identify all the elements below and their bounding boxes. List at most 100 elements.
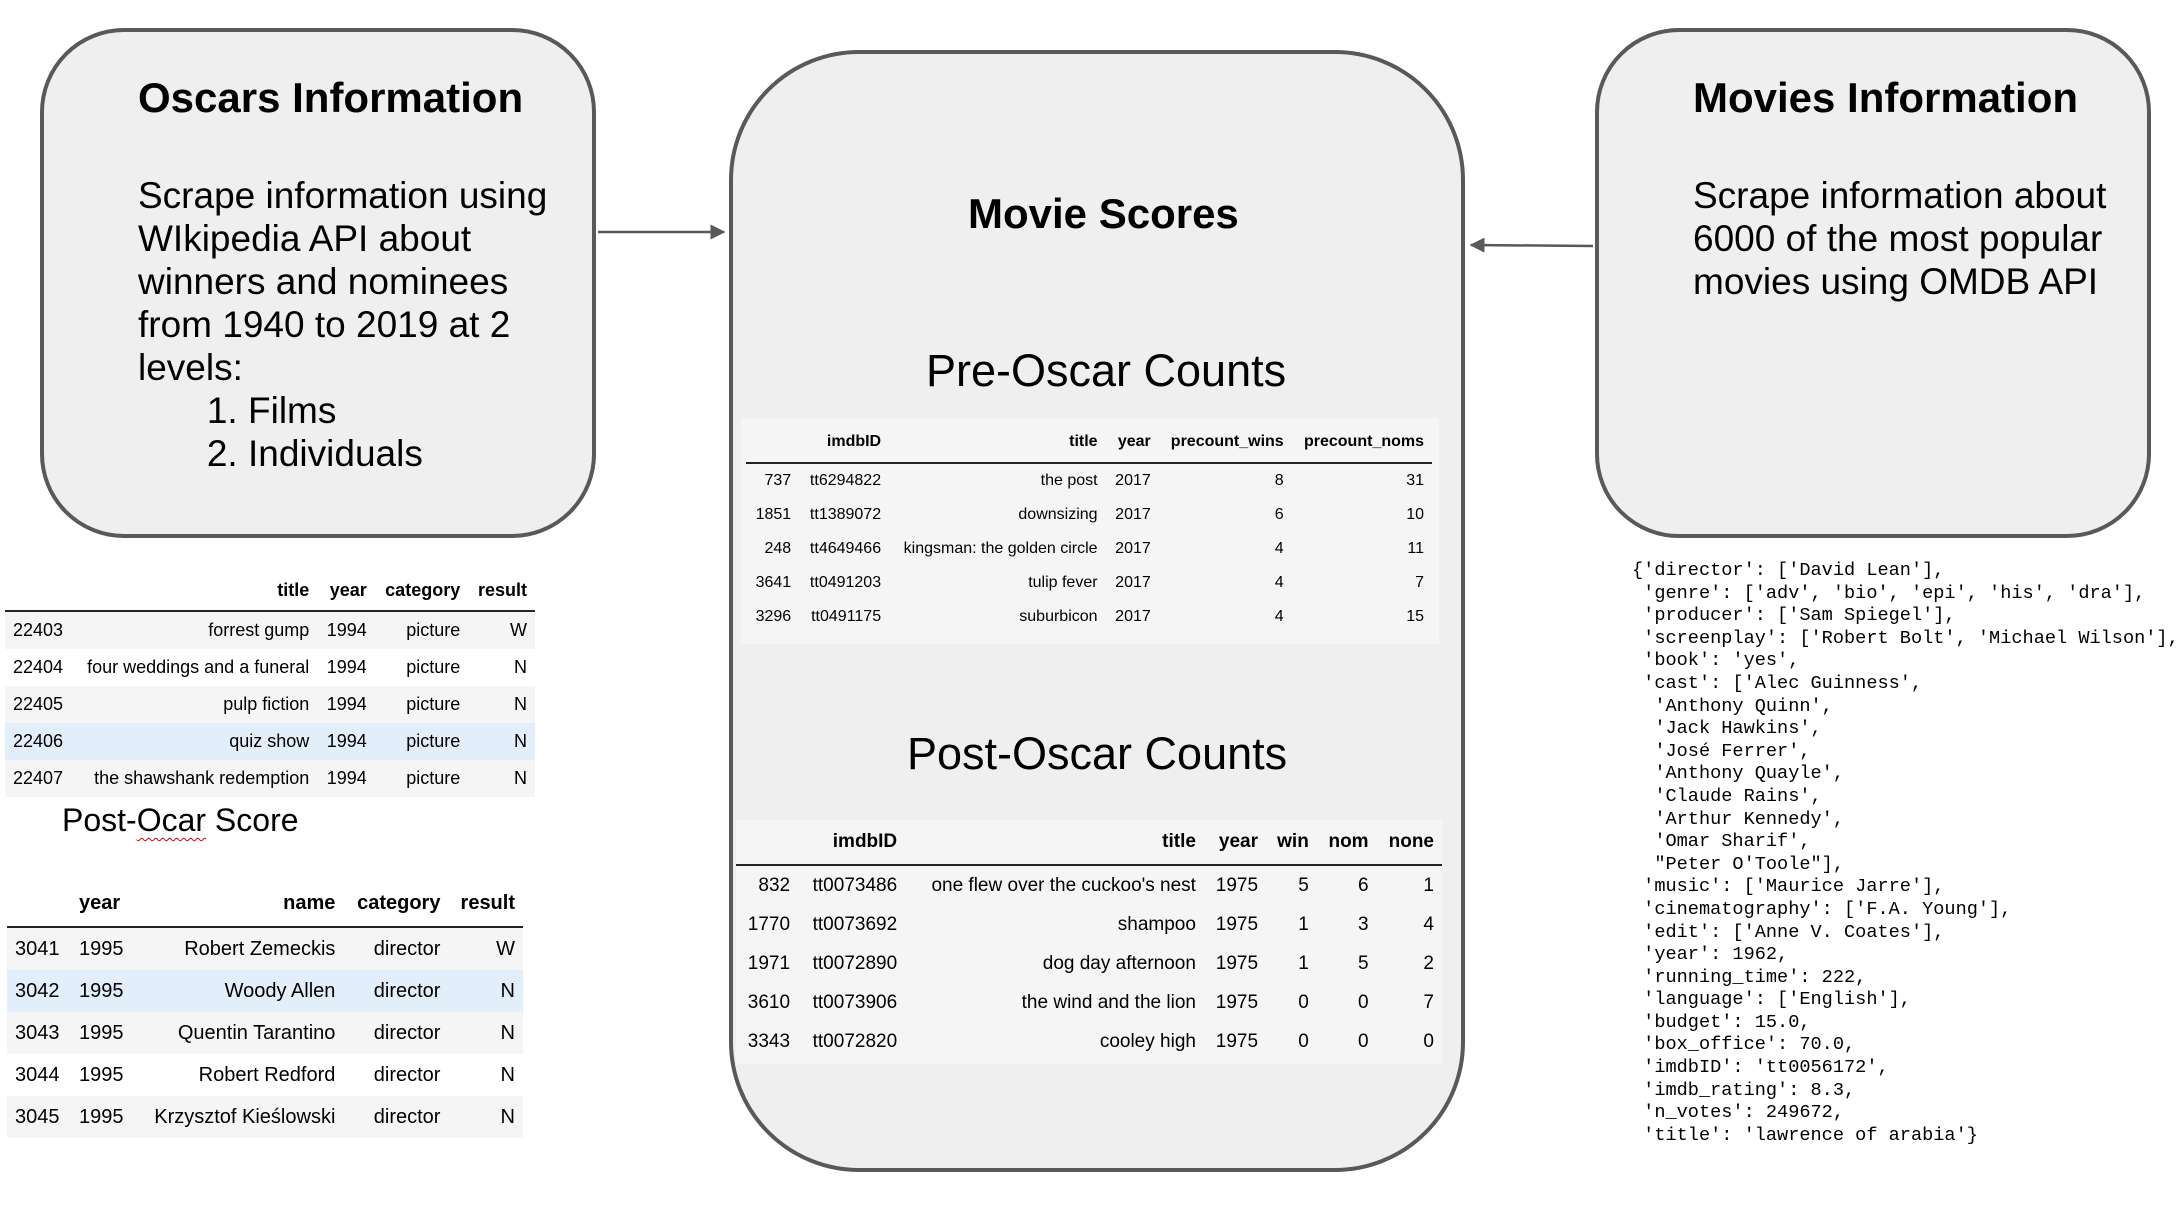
table-cell: 0	[1266, 1022, 1317, 1061]
table-cell: N	[468, 723, 535, 760]
table-cell: 248	[746, 532, 800, 566]
table-cell: picture	[406, 657, 461, 677]
table-cell: one flew over the cuckoo's nest	[905, 865, 1204, 905]
table-row: 3641 tt0491203 tulip fever 2017 4 7	[746, 566, 1432, 600]
table-row: 3045 1995 Krzysztof Kieślowski director N	[7, 1096, 523, 1138]
table-cell: 3042	[7, 970, 71, 1012]
movies-information-box: Movies Information Scrape information ab…	[1595, 28, 2151, 538]
table-cell: 1770	[747, 913, 791, 935]
column-header: none	[1376, 820, 1442, 866]
label-part: Score	[206, 802, 299, 838]
column-header: title	[72, 570, 318, 612]
table-cell: 22406	[5, 723, 73, 760]
table-cell: 0	[1316, 1022, 1377, 1061]
column-header: category	[343, 880, 449, 928]
oscars-box-title: Oscars Information	[138, 74, 524, 121]
oscar-individuals-table: year name category result 3041 1995 Robert…	[7, 880, 523, 1138]
table-cell: Quentin Tarantino	[134, 1012, 344, 1054]
table-cell: forrest gump	[72, 611, 318, 649]
table-row: 248 tt4649466 kingsman: the golden circle 2…	[746, 532, 1432, 566]
table-row: 737 tt6294822 the post 2017 8 31	[746, 463, 1432, 498]
table-cell: N	[448, 970, 523, 1012]
table-cell: director	[343, 970, 449, 1012]
table-cell: the shawshank redemption	[72, 760, 318, 797]
post-ocar-score-label: Post-Ocar Score	[62, 802, 299, 839]
table-row: 1770 tt0073692 shampoo 1975 1 3 4	[736, 905, 1442, 944]
list-item: Individuals	[248, 432, 558, 475]
table-cell: 2	[1376, 944, 1442, 983]
table-cell: 5	[1316, 944, 1377, 983]
table-cell: 1995	[70, 970, 135, 1012]
table-cell: 2017	[1115, 574, 1151, 591]
table-cell: tt0073906	[812, 991, 898, 1013]
table-cell: 7	[1423, 991, 1434, 1013]
column-header: precount_wins	[1158, 422, 1292, 464]
table-row: 22406 quiz show 1994 picture N	[5, 723, 535, 760]
table-cell: 22404	[13, 657, 64, 677]
column-header	[736, 820, 799, 866]
column-header: win	[1266, 820, 1317, 866]
table-cell: downsizing	[1018, 506, 1098, 523]
column-header: category	[374, 570, 469, 612]
table-cell: tt0072820	[798, 1022, 906, 1061]
table-cell: 22407	[5, 760, 73, 797]
table-cell: W	[468, 611, 535, 649]
table-cell: 6	[1274, 506, 1284, 523]
table-row: 3610 tt0073906 the wind and the lion 1975 0 0…	[736, 983, 1442, 1022]
table-cell: Woody Allen	[134, 970, 344, 1012]
table-cell: tt0072890	[798, 944, 906, 983]
column-header	[7, 880, 71, 928]
table-cell: N	[500, 1063, 515, 1086]
column-header: name	[134, 880, 344, 928]
table-cell: 4	[1158, 600, 1292, 634]
table-cell: 1994	[326, 657, 367, 677]
table-cell: 3043	[7, 1012, 71, 1054]
table-cell: Krzysztof Kieślowski	[134, 1096, 344, 1138]
table-cell: four weddings and a funeral	[87, 657, 310, 677]
table-cell: 1994	[317, 760, 375, 797]
table-cell: tt0073486	[798, 865, 906, 905]
table-cell: picture	[374, 723, 469, 760]
table-cell: kingsman: the golden circle	[889, 532, 1106, 566]
movies-box-title: Movies Information	[1693, 74, 2079, 121]
table-cell: 10	[1406, 506, 1424, 523]
table-cell: director	[373, 1063, 441, 1086]
table-cell: 15	[1291, 600, 1432, 634]
table-cell: 1995	[70, 1096, 135, 1138]
table-cell: 11	[1291, 532, 1432, 566]
table-cell: N	[468, 760, 535, 797]
table-cell: 1995	[78, 1063, 124, 1086]
table-cell: tt0491203	[809, 574, 882, 591]
table-cell: 832	[736, 865, 799, 905]
table-cell: 0	[1376, 1022, 1442, 1061]
table-cell: 7	[1415, 574, 1424, 591]
table-cell: 1995	[70, 927, 135, 970]
table-cell: N	[468, 686, 535, 723]
table-cell: 2017	[1105, 532, 1159, 566]
table-header-row: title year category result	[5, 570, 535, 612]
table-cell: 1851	[755, 506, 792, 523]
table-cell: picture	[374, 686, 469, 723]
table-cell: 3343	[736, 1022, 799, 1061]
table-cell: the post	[889, 463, 1106, 498]
table-cell: 1971	[736, 944, 799, 983]
table-cell: 1	[1266, 944, 1317, 983]
movie-json-sample: {'director': ['David Lean'], 'genre': ['…	[1632, 560, 2179, 1146]
pre-oscar-counts-title: Pre-Oscar Counts	[926, 345, 1287, 396]
table-row: 22403 forrest gump 1994 picture W	[5, 611, 535, 649]
table-row: 3043 1995 Quentin Tarantino director N	[7, 1012, 523, 1054]
table-row: 3044 1995 Robert Redford director N	[7, 1054, 523, 1096]
table-cell: 1975	[1203, 865, 1267, 905]
table-cell: 6	[1316, 865, 1377, 905]
post-oscar-counts-title: Post-Oscar Counts	[907, 728, 1288, 779]
table-row: 3343 tt0072820 cooley high 1975 0 0 0	[736, 1022, 1442, 1061]
column-header: result	[448, 880, 523, 928]
table-cell: 737	[746, 463, 800, 498]
table-cell: tt0073692	[812, 913, 898, 935]
table-row: 3042 1995 Woody Allen director N	[7, 970, 523, 1012]
oscars-information-box: Oscars Information Scrape information us…	[40, 28, 596, 538]
table-header-row: imdbID title year win nom none	[736, 820, 1442, 866]
table-row: 3296 tt0491175 suburbicon 2017 4 15	[746, 600, 1432, 634]
table-cell: 1	[1298, 913, 1309, 935]
table-cell: 3610	[747, 991, 791, 1013]
